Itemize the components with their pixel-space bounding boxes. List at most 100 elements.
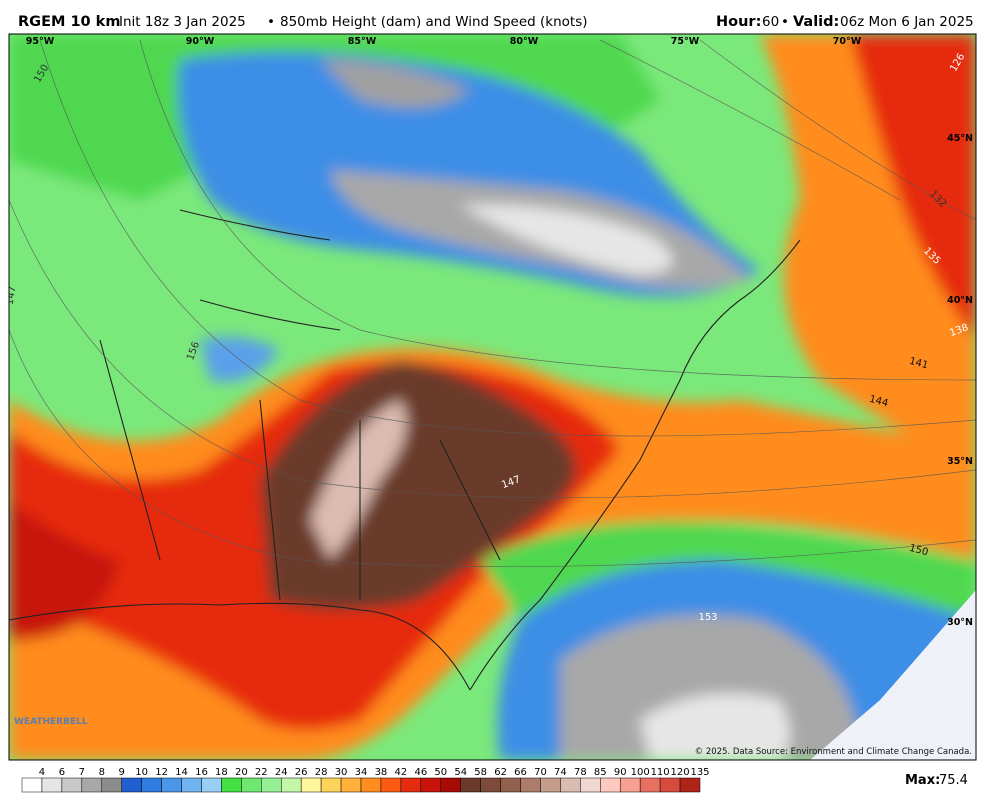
hour-label: Hour: xyxy=(716,14,761,30)
colorbar-swatch xyxy=(520,777,541,793)
max-value: 75.4 xyxy=(939,773,968,788)
latitude-label: 30°N xyxy=(947,617,973,628)
colorbar-swatch xyxy=(679,777,701,793)
colorbar-swatch xyxy=(280,777,302,793)
longitude-labels: 95°W 90°W 85°W 80°W 75°W 70°W xyxy=(26,36,862,47)
colorbar-label: 18 xyxy=(215,767,228,778)
longitude-label: 70°W xyxy=(833,36,862,47)
colorbar-swatch xyxy=(181,777,202,793)
longitude-label: 85°W xyxy=(348,36,377,47)
colorbar-label: 30 xyxy=(335,767,348,778)
contour-label: 141 xyxy=(908,356,929,372)
map: 95°W 90°W 85°W 80°W 75°W 70°W 45°N 40°N 35°N 30°… xyxy=(4,34,976,760)
hour: 60 xyxy=(762,14,779,30)
logo: WEATHERBELL xyxy=(14,717,88,727)
colorbar-label: 54 xyxy=(454,767,467,778)
colorbar-label: 22 xyxy=(255,767,268,778)
colorbar-label: 85 xyxy=(594,767,607,778)
model: RGEM 10 km xyxy=(18,14,120,30)
colorbar-swatch xyxy=(619,777,641,793)
colorbar-swatch xyxy=(420,777,442,793)
colorbar-label: 74 xyxy=(554,767,567,778)
colorbar-label: 46 xyxy=(414,767,427,778)
colorbar-label: 16 xyxy=(195,767,208,778)
longitude-label: 80°W xyxy=(510,36,539,47)
colorbar-swatch xyxy=(81,777,103,793)
colorbar-label: 120 xyxy=(671,767,690,778)
colorbar-swatch xyxy=(659,777,681,793)
colorbar-label: 100 xyxy=(631,767,650,778)
colorbar-label: 135 xyxy=(690,767,709,778)
colorbar-swatch xyxy=(380,777,402,793)
colorbar-label: 70 xyxy=(534,767,547,778)
colorbar-swatch xyxy=(21,777,43,793)
colorbar-label: 42 xyxy=(395,767,408,778)
colorbar-swatch xyxy=(61,777,83,793)
colorbar-label: 38 xyxy=(375,767,388,778)
colorbar-swatch xyxy=(639,777,661,793)
max-label: Max: xyxy=(905,773,940,788)
separator: • xyxy=(267,14,275,30)
colorbar-swatch xyxy=(41,777,63,793)
colorbar-label: 28 xyxy=(315,767,328,778)
colorbar-label: 90 xyxy=(614,767,627,778)
colorbar-swatch xyxy=(600,777,621,793)
contour-label: 147 xyxy=(4,285,18,306)
latitude-label: 45°N xyxy=(947,133,973,144)
colorbar-label: 6 xyxy=(59,767,65,778)
colorbar-label: 14 xyxy=(175,767,188,778)
colorbar-swatch xyxy=(440,777,461,793)
colorbar-swatch xyxy=(101,777,122,793)
colorbar-label: 66 xyxy=(514,767,527,778)
colorbar-swatch xyxy=(460,777,481,793)
contour-label: 150 xyxy=(908,543,929,559)
header: RGEM 10 km Init 18z 3 Jan 2025 • 850mb H… xyxy=(18,14,974,30)
map-frame xyxy=(8,33,977,761)
colorbar-swatch xyxy=(540,777,561,793)
colorbar-swatch xyxy=(300,777,322,793)
colorbar-label: 10 xyxy=(135,767,148,778)
colorbar-label: 34 xyxy=(355,767,368,778)
colorbar-label: 24 xyxy=(275,767,288,778)
separator: • xyxy=(781,14,789,30)
colorbar-label: 20 xyxy=(235,767,248,778)
colorbar-label: 26 xyxy=(295,767,308,778)
colorbar-label: 9 xyxy=(119,767,125,778)
colorbar-label: 110 xyxy=(651,767,670,778)
colorbar-swatch xyxy=(121,777,142,793)
colorbar-swatch xyxy=(500,777,521,793)
colorbar-label: 50 xyxy=(434,767,447,778)
valid-label: Valid: xyxy=(793,14,839,30)
colorbar-label: 12 xyxy=(155,767,168,778)
product: 850mb Height (dam) and Wind Speed (knots… xyxy=(280,14,588,30)
colorbar-swatch xyxy=(221,777,242,793)
colorbar-swatch xyxy=(480,777,501,793)
colorbar-swatch xyxy=(141,777,162,793)
longitude-label: 90°W xyxy=(186,36,215,47)
colorbar-label: 7 xyxy=(79,767,85,778)
colorbar-swatch xyxy=(340,777,362,793)
credit: © 2025. Data Source: Environment and Cli… xyxy=(695,747,972,757)
longitude-label: 95°W xyxy=(26,36,55,47)
colorbar-swatch xyxy=(560,777,581,793)
init: Init 18z 3 Jan 2025 xyxy=(119,14,246,30)
colorbar-swatch xyxy=(241,777,262,793)
colorbar-swatch xyxy=(360,777,382,793)
valid: 06z Mon 6 Jan 2025 xyxy=(840,14,974,30)
colorbar-swatch xyxy=(320,777,342,793)
colorbar-swatch xyxy=(400,777,422,793)
latitude-label: 35°N xyxy=(947,456,973,467)
colorbar-swatch xyxy=(161,777,182,793)
contour-label: 153 xyxy=(698,612,717,623)
latitude-label: 40°N xyxy=(947,295,973,306)
colorbar-swatch xyxy=(201,777,222,793)
colorbar-label: 4 xyxy=(39,767,45,778)
colorbar-label: 58 xyxy=(474,767,487,778)
latitude-labels: 45°N 40°N 35°N 30°N xyxy=(947,133,973,628)
colorbar-label: 78 xyxy=(574,767,587,778)
colorbar-swatch xyxy=(580,777,601,793)
colorbar-swatch xyxy=(261,777,282,793)
colorbar-label: 62 xyxy=(494,767,507,778)
contour-label: 144 xyxy=(868,394,889,410)
